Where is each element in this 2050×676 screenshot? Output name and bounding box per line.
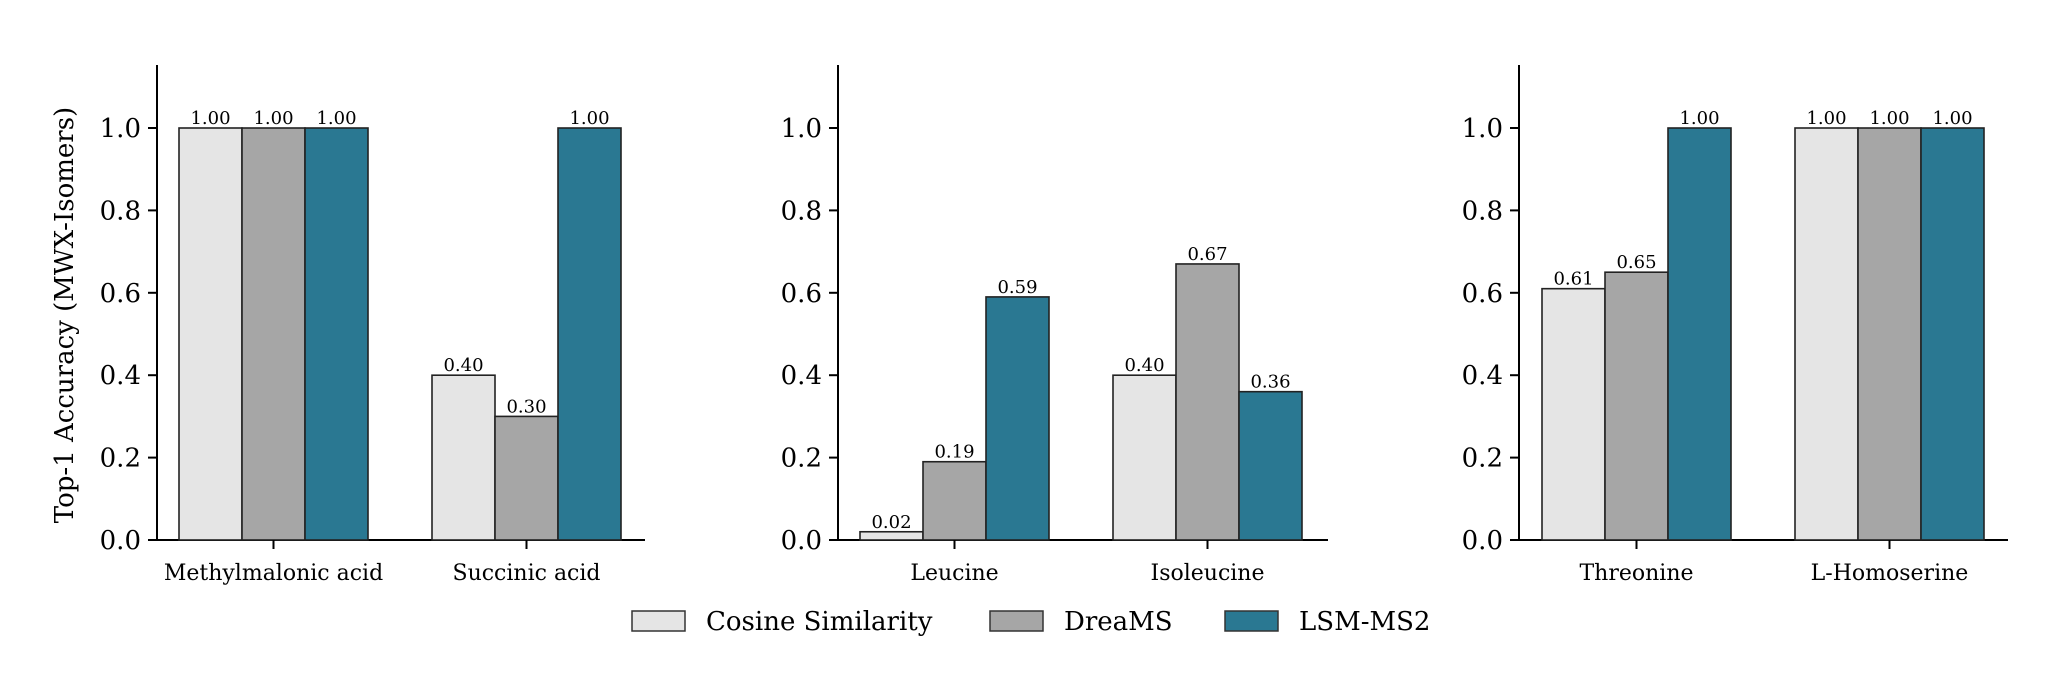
- y-axis-label: Top-1 Accuracy (MWX-Isomers): [50, 107, 80, 523]
- bar-dreams: [241, 127, 306, 541]
- bar-dreams: [1604, 271, 1669, 541]
- legend-swatch: [1224, 610, 1279, 632]
- category-label: Threonine: [1579, 561, 1693, 586]
- bar-dreams: [494, 415, 559, 541]
- bar-dreams: [1175, 263, 1240, 541]
- bar-cosine-similarity: [1541, 287, 1606, 541]
- bar-lsm-ms2: [1667, 127, 1732, 541]
- y-tick-label: 0.0: [781, 526, 822, 556]
- bar-value-label: 1.00: [1806, 108, 1846, 129]
- bar-cosine-similarity: [1794, 127, 1859, 541]
- y-tick-label: 0.2: [100, 444, 141, 474]
- bar-cosine-similarity: [1112, 374, 1177, 541]
- legend-label: DreaMS: [1064, 607, 1173, 637]
- bar-value-label: 0.36: [1250, 372, 1290, 393]
- bar-value-label: 0.59: [997, 277, 1037, 298]
- bar-value-label: 0.40: [1124, 355, 1164, 376]
- y-tick-label: 0.0: [1462, 526, 1503, 556]
- category-label: Leucine: [910, 561, 998, 586]
- y-tick-label: 0.4: [1462, 361, 1503, 391]
- bar-cosine-similarity: [431, 374, 496, 541]
- bar-lsm-ms2: [304, 127, 369, 541]
- y-tick-label: 0.4: [100, 361, 141, 391]
- bar-value-label: 1.00: [316, 108, 356, 129]
- legend-label: Cosine Similarity: [706, 607, 933, 637]
- bar-value-label: 1.00: [190, 108, 230, 129]
- y-tick-label: 0.8: [100, 196, 141, 226]
- bar-value-label: 0.02: [871, 512, 911, 533]
- bar-value-label: 0.67: [1187, 244, 1227, 265]
- y-tick-label: 0.6: [100, 279, 141, 309]
- bar-lsm-ms2: [985, 296, 1050, 541]
- y-tick-label: 0.6: [1462, 279, 1503, 309]
- y-tick-label: 0.6: [781, 279, 822, 309]
- bar-lsm-ms2: [557, 127, 622, 541]
- bar-cosine-similarity: [178, 127, 243, 541]
- y-tick-label: 0.4: [781, 361, 822, 391]
- bar-value-label: 1.00: [253, 108, 293, 129]
- bar-value-label: 0.61: [1553, 269, 1593, 290]
- bar-value-label: 0.40: [443, 355, 483, 376]
- bar-value-label: 0.19: [934, 442, 974, 463]
- y-tick-label: 0.0: [100, 526, 141, 556]
- y-tick-label: 1.0: [1462, 114, 1503, 144]
- y-tick-label: 0.8: [1462, 196, 1503, 226]
- bar-cosine-similarity: [859, 530, 924, 541]
- y-tick-label: 0.2: [781, 444, 822, 474]
- bar-value-label: 1.00: [569, 108, 609, 129]
- bar-value-label: 1.00: [1932, 108, 1972, 129]
- y-tick-label: 1.0: [100, 114, 141, 144]
- bar-value-label: 1.00: [1869, 108, 1909, 129]
- legend-swatch: [631, 610, 686, 632]
- bar-dreams: [922, 460, 987, 541]
- category-label: L-Homoserine: [1811, 561, 1969, 586]
- category-label: Isoleucine: [1151, 561, 1265, 586]
- bar-lsm-ms2: [1920, 127, 1985, 541]
- bar-value-label: 1.00: [1679, 108, 1719, 129]
- legend-label: LSM-MS2: [1299, 607, 1430, 637]
- bar-value-label: 0.65: [1616, 252, 1656, 273]
- category-label: Succinic acid: [453, 561, 601, 586]
- category-label: Methylmalonic acid: [164, 561, 383, 586]
- bar-dreams: [1857, 127, 1922, 541]
- y-tick-label: 1.0: [781, 114, 822, 144]
- legend-swatch: [989, 610, 1044, 632]
- y-tick-label: 0.2: [1462, 444, 1503, 474]
- bar-value-label: 0.30: [506, 396, 546, 417]
- y-tick-label: 0.8: [781, 196, 822, 226]
- bar-lsm-ms2: [1238, 390, 1303, 541]
